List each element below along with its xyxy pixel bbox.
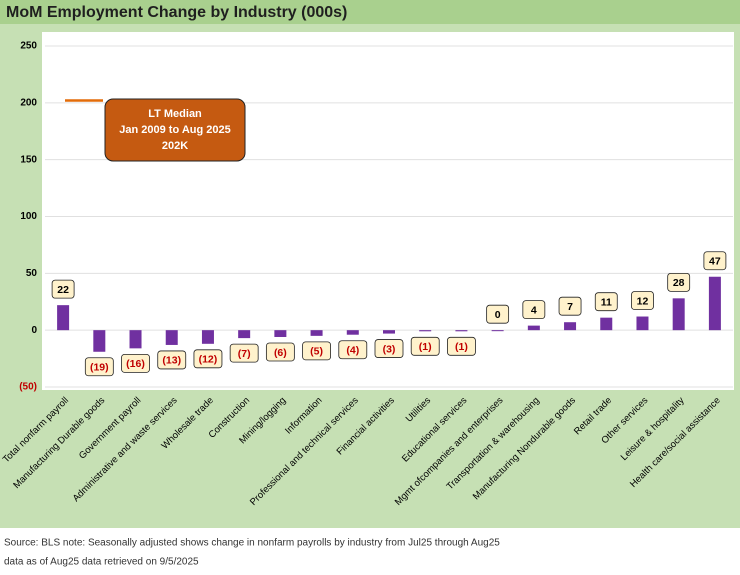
value-label-box [302, 341, 331, 361]
value-label: 12 [637, 295, 649, 307]
value-label: (7) [238, 348, 251, 360]
bar [274, 330, 287, 337]
value-label-box [84, 357, 114, 377]
value-label: (5) [310, 346, 323, 358]
y-tick-label: 250 [20, 41, 37, 52]
bar [491, 330, 504, 332]
value-label-box [667, 272, 691, 292]
title-bar [0, 0, 740, 24]
y-tick-label: 50 [26, 268, 38, 279]
value-label: 0 [495, 309, 501, 321]
annotation-text: LT Median [148, 108, 202, 120]
bar [636, 316, 649, 331]
value-label: 47 [709, 256, 721, 268]
footer-note: data as of Aug25 data retrieved on 9/5/2… [4, 557, 199, 568]
value-label-box [447, 336, 476, 356]
value-label-box [594, 292, 618, 312]
y-tick-label: 0 [31, 325, 37, 336]
value-label-box [522, 300, 546, 320]
value-label-box [121, 353, 150, 373]
bar [238, 330, 251, 339]
value-label-box [338, 340, 368, 360]
value-label-box [703, 251, 727, 271]
value-label: 28 [673, 277, 685, 289]
bar [93, 330, 106, 352]
value-label-box [265, 342, 295, 362]
value-label-box [51, 279, 75, 299]
value-label-box [229, 343, 259, 363]
plot-area [42, 32, 734, 390]
y-tick-label: 200 [20, 97, 37, 108]
value-label: 22 [57, 284, 69, 296]
value-label: (1) [419, 341, 432, 353]
value-label-box [157, 350, 187, 370]
value-label-box [631, 291, 654, 310]
value-label: (16) [126, 358, 145, 370]
value-label: (1) [455, 341, 468, 353]
bar [600, 317, 613, 331]
bar [201, 330, 214, 344]
bar [527, 325, 540, 331]
value-label-box [410, 336, 440, 356]
chart-title: MoM Employment Change by Industry (000s) [6, 4, 347, 21]
value-label: (6) [274, 347, 287, 359]
value-label: (12) [199, 354, 218, 366]
value-label: (19) [90, 362, 109, 374]
bar [383, 330, 395, 334]
y-tick-label: 150 [20, 154, 37, 165]
value-label: (3) [383, 343, 396, 355]
value-label: 11 [601, 296, 612, 308]
value-label: (4) [346, 344, 359, 356]
bar [346, 330, 359, 335]
value-label: (13) [162, 355, 181, 367]
y-tick-label: 100 [20, 211, 37, 222]
bar [455, 330, 468, 332]
value-label: 4 [531, 304, 537, 316]
value-label-box [193, 349, 223, 369]
annotation-text: Jan 2009 to Aug 2025 [119, 124, 230, 136]
footer-note: Source: BLS note: Seasonally adjusted sh… [4, 538, 500, 549]
value-label-box [374, 339, 404, 358]
annotation-box [104, 98, 246, 162]
value-label: 7 [567, 301, 573, 313]
bar [310, 330, 323, 336]
bar [129, 330, 142, 349]
bar [672, 298, 685, 331]
bar [165, 330, 178, 345]
value-label-box [486, 304, 510, 324]
bar [57, 305, 70, 331]
value-label-box [558, 296, 582, 316]
bar [708, 276, 721, 331]
annotation-text: 202K [162, 140, 188, 152]
y-tick-label: (50) [19, 382, 37, 393]
bar [419, 330, 432, 332]
bar [564, 322, 577, 331]
